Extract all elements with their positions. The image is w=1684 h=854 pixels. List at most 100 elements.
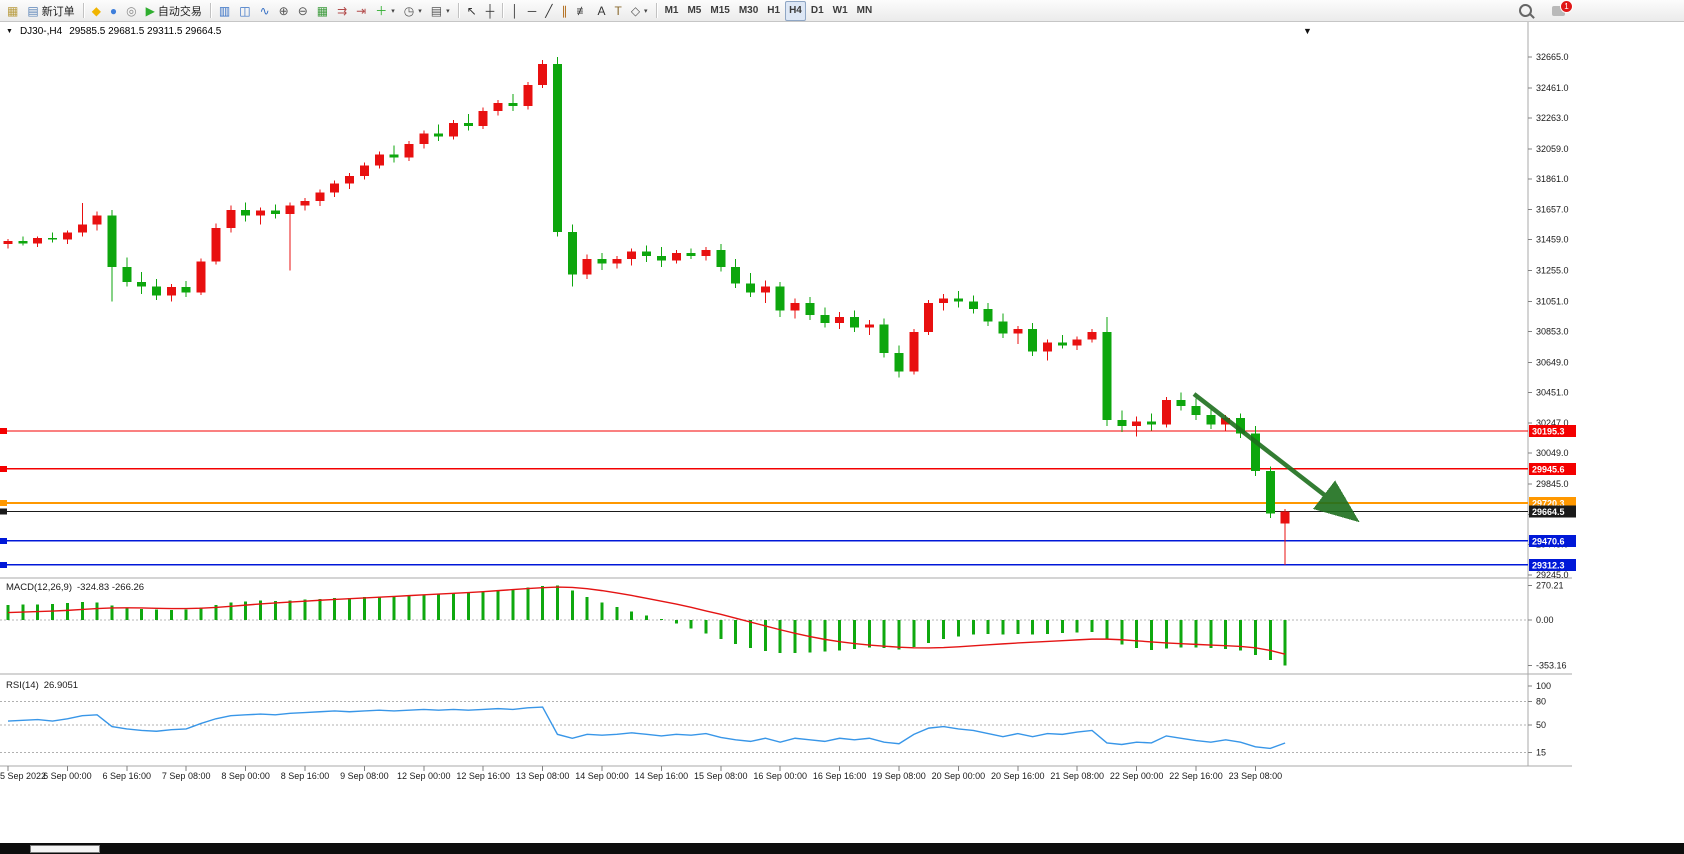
candle-body bbox=[805, 303, 815, 316]
price-tag-label: 29312.3 bbox=[1532, 560, 1565, 570]
label-icon: T bbox=[614, 3, 622, 18]
tf-h4-button[interactable]: H4 bbox=[785, 0, 806, 21]
candle-body bbox=[1176, 400, 1186, 407]
main-toolbar: ▦ ▤ 新订单 ◆ ● ◎ ▶ 自动交易 ▥ ◫ ∿ ⊕ ⊖ ▦ ⇉ ⇥ ＋ ▾ ◷ ▾ ▤ ▾ ↖ ┼ │ ─ ╱ ∥ ≢ A T ◇ ▾ M1… bbox=[0, 0, 1684, 22]
navigator-button[interactable]: ● bbox=[106, 1, 121, 21]
rsi-value: 26.9051 bbox=[43, 680, 79, 691]
h-scrollbar-thumb[interactable] bbox=[30, 845, 100, 853]
new-order-button[interactable]: ▤ 新订单 bbox=[23, 1, 78, 21]
algo-trading-button[interactable]: ▶ 自动交易 bbox=[142, 1, 206, 21]
new-chart-button[interactable]: ▦ bbox=[3, 1, 22, 21]
time-axis-label: 16 Sep 00:00 bbox=[753, 771, 807, 781]
market-watch-icon: ◆ bbox=[91, 3, 101, 18]
trendline-button[interactable]: ╱ bbox=[541, 1, 556, 21]
horizontal-line-button[interactable]: ─ bbox=[524, 1, 541, 21]
candle-body bbox=[3, 241, 13, 245]
tf-d1-button[interactable]: D1 bbox=[807, 1, 828, 21]
new-order-icon: ▤ bbox=[27, 3, 39, 18]
chart-object-marker: ▼ bbox=[1303, 26, 1312, 36]
notification-badge: 1 bbox=[1560, 0, 1573, 13]
templates-button[interactable]: ▤ ▾ bbox=[427, 1, 454, 21]
shapes-button[interactable]: ◇ ▾ bbox=[627, 1, 652, 21]
resistance-line-1-edge-marker bbox=[0, 428, 7, 435]
candle-body bbox=[716, 250, 726, 267]
candles-chart-button[interactable]: ◫ bbox=[235, 1, 254, 21]
candle-body bbox=[62, 232, 72, 240]
candle-body bbox=[166, 287, 176, 296]
tf-h1-button[interactable]: H1 bbox=[763, 1, 784, 21]
macd-histogram-layer bbox=[6, 585, 1287, 666]
time-axis-label: 16 Sep 16:00 bbox=[813, 771, 867, 781]
candle-body bbox=[1132, 421, 1142, 426]
tf-m30-button-label: M30 bbox=[738, 5, 759, 16]
candle-body bbox=[612, 259, 622, 264]
candle-body bbox=[33, 237, 43, 244]
time-axis-label: 8 Sep 16:00 bbox=[281, 771, 330, 781]
candle-body bbox=[820, 315, 830, 323]
chart-dropdown-icon[interactable]: ▼ bbox=[6, 28, 13, 35]
candle-body bbox=[1236, 418, 1246, 434]
time-axis-label: 13 Sep 08:00 bbox=[516, 771, 570, 781]
fibonacci-icon: ≢ bbox=[576, 3, 589, 18]
price-axis-label: 31051.0 bbox=[1536, 296, 1569, 306]
tf-mn-button[interactable]: MN bbox=[853, 1, 877, 21]
tf-w1-button[interactable]: W1 bbox=[829, 1, 852, 21]
candle-body bbox=[968, 301, 978, 310]
vertical-line-button[interactable]: │ bbox=[507, 1, 523, 21]
zoom-out-button[interactable]: ⊖ bbox=[294, 1, 312, 21]
tf-m30-button[interactable]: M30 bbox=[735, 1, 762, 21]
candle-body bbox=[656, 256, 666, 261]
candle-body bbox=[775, 286, 785, 311]
rsi-header: RSI(14) 26.9051 bbox=[6, 680, 78, 691]
candle-body bbox=[493, 103, 503, 111]
template-icon: ▤ bbox=[430, 3, 443, 18]
zoom-in-button[interactable]: ⊕ bbox=[275, 1, 293, 21]
auto-scroll-button[interactable]: ⇉ bbox=[333, 1, 351, 21]
time-axis-label: 6 Sep 16:00 bbox=[103, 771, 152, 781]
candle-body bbox=[92, 215, 102, 225]
time-axis-label: 14 Sep 00:00 bbox=[575, 771, 629, 781]
candle-body bbox=[137, 281, 147, 287]
tile-windows-button[interactable]: ▦ bbox=[313, 1, 332, 21]
play-icon: ▶ bbox=[145, 3, 155, 18]
macd-axis-label: 270.21 bbox=[1536, 580, 1564, 590]
fibonacci-button[interactable]: ≢ bbox=[572, 1, 592, 21]
crosshair-icon: ┼ bbox=[485, 3, 495, 18]
search-button[interactable] bbox=[1515, 1, 1536, 21]
candle-body bbox=[582, 259, 592, 275]
text-button[interactable]: A bbox=[593, 1, 609, 21]
toolbox-button[interactable]: ◎ bbox=[122, 1, 140, 21]
candle-body bbox=[686, 253, 696, 257]
cursor-button[interactable]: ↖ bbox=[463, 1, 481, 21]
resistance-line-2-edge-marker bbox=[0, 465, 7, 472]
line-chart-icon: ∿ bbox=[259, 3, 270, 18]
time-axis-label: 19 Sep 08:00 bbox=[872, 771, 926, 781]
trend-arrow-object[interactable] bbox=[1192, 392, 1360, 523]
tf-m5-button[interactable]: M5 bbox=[683, 1, 705, 21]
tf-m15-button[interactable]: M15 bbox=[706, 1, 733, 21]
chart-canvas[interactable]: 32665.0 32461.0 32263.0 32059.0 31861.0 31657… bbox=[0, 22, 1684, 843]
tf-m1-button[interactable]: M1 bbox=[661, 1, 683, 21]
chat-icon bbox=[1552, 5, 1565, 16]
bars-chart-button[interactable]: ▥ bbox=[215, 1, 234, 21]
time-axis-label: 21 Sep 08:00 bbox=[1050, 771, 1104, 781]
line-chart-button[interactable]: ∿ bbox=[256, 1, 274, 21]
candle-body bbox=[701, 250, 711, 257]
chevron-down-icon: ▾ bbox=[446, 7, 450, 15]
candle-body bbox=[241, 209, 251, 216]
channel-button[interactable]: ∥ bbox=[557, 1, 571, 21]
price-tag-label: 30195.3 bbox=[1532, 427, 1565, 437]
chart-header: ▼ DJ30-,H4 29585.5 29681.5 29311.5 29664… bbox=[6, 26, 221, 37]
horizontal-line-icon: ─ bbox=[527, 3, 537, 18]
market-watch-button[interactable]: ◆ bbox=[88, 1, 105, 21]
label-button[interactable]: T bbox=[610, 1, 625, 21]
price-tag bbox=[1529, 425, 1576, 438]
chart-ohlc-values: 29585.5 29681.5 29311.5 29664.5 bbox=[69, 26, 222, 37]
crosshair-button[interactable]: ┼ bbox=[482, 1, 499, 21]
candle-body bbox=[1117, 419, 1127, 426]
periods-button[interactable]: ◷ ▾ bbox=[400, 1, 426, 21]
chart-shift-button[interactable]: ⇥ bbox=[352, 1, 370, 21]
chevron-down-icon: ▾ bbox=[418, 7, 422, 15]
indicators-button[interactable]: ＋ ▾ bbox=[371, 1, 399, 21]
chat-button[interactable]: 1 bbox=[1548, 0, 1573, 21]
